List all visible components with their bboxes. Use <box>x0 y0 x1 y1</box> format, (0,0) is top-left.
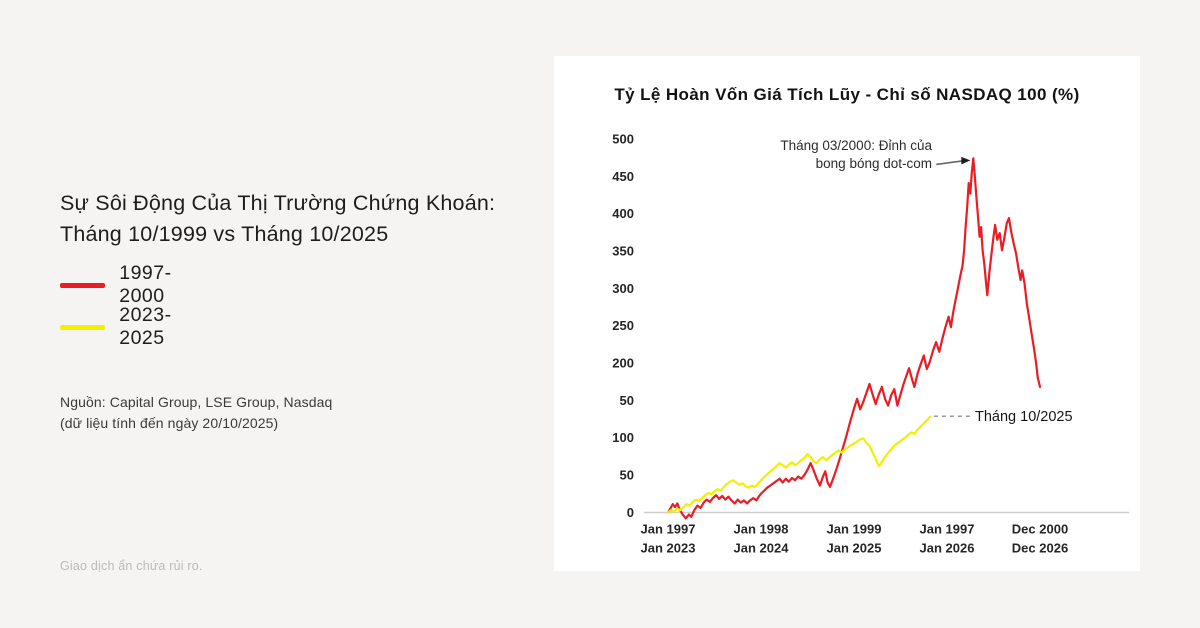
infographic-title: Sự Sôi Động Của Thị Trường Chứng Khoán: … <box>60 188 540 250</box>
annotation-dotcom-peak-line2: bong bóng dot-com <box>815 156 932 171</box>
y-tick-label: 300 <box>612 281 634 296</box>
y-tick-label: 350 <box>612 244 634 259</box>
x-tick-label-bottom: Jan 2024 <box>734 541 790 556</box>
series-line-1997-2000 <box>666 157 1042 520</box>
x-tick-label-top: Dec 2000 <box>1012 522 1068 537</box>
legend-item-2023-2025: 2023-2025 <box>60 304 189 349</box>
y-tick-label: 450 <box>612 169 634 184</box>
x-tick-label-top: Jan 1997 <box>920 522 975 537</box>
annotation-dotcom-peak-line1: Tháng 03/2000: Đỉnh của <box>780 138 932 153</box>
annotation-dotcom-peak: Tháng 03/2000: Đỉnh của bong bóng dot-co… <box>780 137 932 173</box>
x-tick-label-bottom: Jan 2025 <box>827 541 882 556</box>
chart-card: Tỷ Lệ Hoàn Vốn Giá Tích Lũy - Chỉ số NAS… <box>554 56 1140 571</box>
y-tick-label: 100 <box>612 430 634 445</box>
y-tick-label: 50 <box>620 468 634 483</box>
legend-label: 1997-2000 <box>119 262 172 307</box>
x-tick-label-top: Jan 1997 <box>641 522 696 537</box>
y-tick-label: 0 <box>627 505 634 520</box>
peak-arrow-line <box>936 160 963 166</box>
series-line-2023-2025 <box>666 415 931 514</box>
x-tick-label-top: Jan 1999 <box>827 522 882 537</box>
y-tick-label: 250 <box>612 318 634 333</box>
infographic-title-line1: Sự Sôi Động Của Thị Trường Chứng Khoán: <box>60 191 496 215</box>
y-tick-label: 200 <box>612 356 634 371</box>
legend-swatch-yellow <box>60 324 106 330</box>
x-tick-label-top: Jan 1998 <box>734 522 789 537</box>
risk-disclaimer: Giao dịch ẩn chứa rủi ro. <box>60 559 203 573</box>
y-tick-label: 500 <box>612 132 634 147</box>
annotation-oct-2025: Tháng 10/2025 <box>975 409 1073 425</box>
chart-title: Tỷ Lệ Hoàn Vốn Giá Tích Lũy - Chỉ số NAS… <box>614 85 1080 104</box>
peak-arrow-head <box>961 156 971 165</box>
source-line2: (dữ liệu tính đến ngày 20/10/2025) <box>60 415 279 431</box>
source-line1: Nguồn: Capital Group, LSE Group, Nasdaq <box>60 394 333 410</box>
x-tick-label-bottom: Jan 2023 <box>641 541 696 556</box>
infographic-title-line2: Tháng 10/1999 vs Tháng 10/2025 <box>60 222 389 246</box>
x-tick-label-bottom: Dec 2026 <box>1012 541 1068 556</box>
legend-label: 2023-2025 <box>119 304 172 349</box>
x-tick-label-bottom: Jan 2026 <box>920 541 975 556</box>
legend-swatch-red <box>60 282 106 288</box>
source-note: Nguồn: Capital Group, LSE Group, Nasdaq … <box>60 392 332 434</box>
nasdaq-return-chart: 0 50 100 50 200 250 300 350 400 450 500 Jan 1997 Jan… <box>612 132 1129 556</box>
legend-item-1997-2000: 1997-2000 <box>60 262 189 307</box>
y-tick-label: 400 <box>612 206 634 221</box>
y-tick-label: 50 <box>620 393 634 408</box>
